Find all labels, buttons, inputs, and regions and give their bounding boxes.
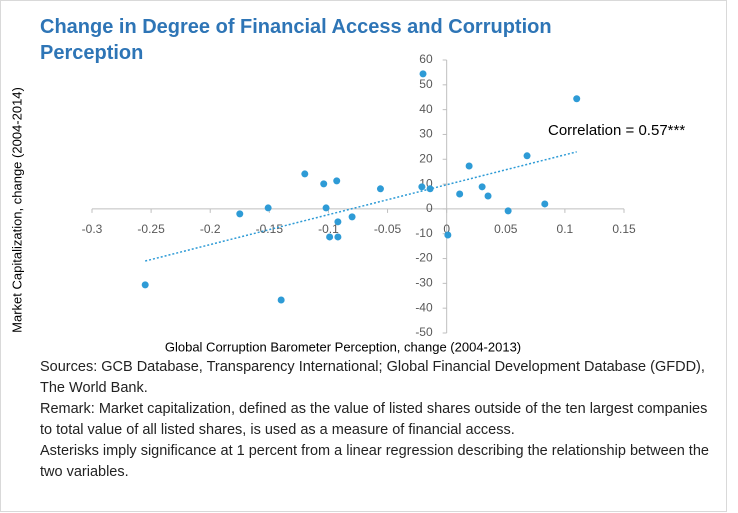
x-tick-label: -0.3 (82, 222, 103, 236)
point (264, 204, 272, 212)
notes: Sources: GCB Database, Transparency Inte… (40, 357, 720, 483)
point (484, 192, 492, 200)
y-axis-label: Market Capitalization, change (2004-2014… (9, 87, 24, 333)
y-tick-label: -20 (415, 251, 433, 265)
x-tick-label: -0.05 (374, 222, 402, 236)
point (465, 162, 473, 170)
point (320, 180, 328, 188)
x-axis-label: Global Corruption Barometer Perception, … (165, 339, 521, 354)
y-tick-label: -50 (415, 325, 433, 339)
point (376, 185, 384, 193)
y-tick-label: -10 (415, 226, 433, 240)
point (456, 190, 464, 198)
x-tick-label: 0.05 (494, 222, 518, 236)
x-tick-label: 0 (443, 222, 450, 236)
annotation: Correlation = 0.57*** (548, 122, 685, 139)
point (573, 95, 581, 103)
note: Asterisks imply significance at 1 percen… (40, 443, 709, 480)
x-tick-label: 0.1 (557, 222, 574, 236)
y-tick-label: -40 (415, 300, 433, 314)
point (348, 213, 356, 221)
y-tick-label: 30 (419, 127, 433, 141)
note: Remark: Market capitalization, defined a… (40, 401, 708, 438)
point (277, 296, 285, 304)
x-tick-label: -0.1 (318, 222, 339, 236)
point (322, 204, 330, 212)
point (523, 152, 531, 160)
y-tick-label: 40 (419, 102, 433, 116)
y-tick-label: -30 (415, 276, 433, 290)
y-tick-label: 0 (426, 201, 433, 215)
x-tick-label: -0.2 (200, 222, 221, 236)
point (334, 233, 342, 241)
y-tick-label: 60 (419, 52, 433, 66)
point (418, 183, 426, 191)
point (504, 207, 512, 215)
note: Sources: GCB Database, Transparency Inte… (40, 359, 705, 396)
point (301, 170, 309, 178)
point (326, 233, 334, 241)
y-tick-label: 20 (419, 151, 433, 165)
point (334, 218, 342, 226)
chart-title: Change in Degree of Financial Access and… (40, 16, 552, 64)
point (236, 210, 244, 218)
point (541, 200, 549, 208)
point (141, 281, 149, 289)
x-tick-label: -0.25 (137, 222, 165, 236)
point (426, 185, 434, 193)
point (333, 177, 341, 185)
x-tick-label: 0.15 (612, 222, 636, 236)
y-tick-label: 50 (419, 77, 433, 91)
point (444, 231, 452, 239)
point (419, 70, 427, 78)
point (478, 183, 486, 191)
trendline (145, 151, 577, 262)
